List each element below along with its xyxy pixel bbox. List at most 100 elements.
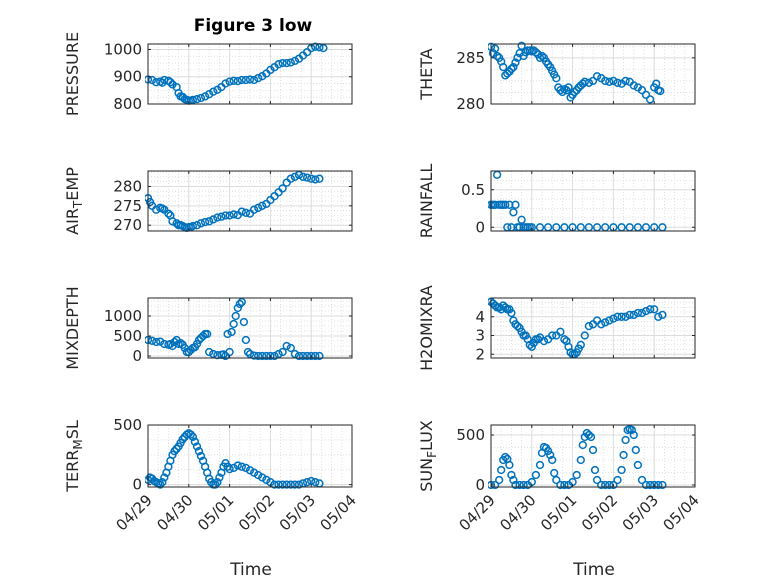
data-point — [196, 93, 206, 103]
data-point — [637, 308, 647, 318]
x-tick-label-05-03: 05/03 — [276, 491, 319, 534]
data-point — [609, 76, 618, 86]
data-point — [605, 480, 614, 490]
data-point — [501, 452, 510, 462]
data-point — [637, 475, 647, 485]
axes-box — [147, 297, 353, 359]
data-point — [223, 329, 232, 339]
data-point — [286, 343, 295, 353]
x-tick-label-05-03: 05/03 — [619, 491, 662, 534]
data-point — [241, 208, 251, 217]
data-point — [245, 466, 255, 475]
data-point — [262, 475, 271, 484]
data-point — [625, 310, 634, 320]
data-point — [546, 450, 555, 460]
axes-box — [490, 43, 696, 105]
data-point — [274, 480, 283, 489]
data-point — [311, 478, 320, 487]
data-point — [205, 90, 214, 99]
data-point — [584, 321, 594, 331]
data-point — [511, 200, 520, 209]
data-point — [249, 75, 259, 85]
data-point — [519, 480, 528, 490]
x-tick-label-05-04: 05/04 — [317, 491, 360, 534]
y-axis-label: AIRTEMP — [63, 167, 85, 235]
y-axis-label: PRESSURE — [63, 32, 82, 116]
data-point — [258, 473, 267, 482]
data-point — [298, 351, 308, 361]
data-point — [621, 312, 630, 321]
data-point — [613, 78, 622, 87]
data-point — [629, 81, 638, 90]
data-point — [656, 86, 665, 96]
data-point — [507, 470, 516, 480]
data-point — [560, 480, 569, 490]
data-point — [237, 75, 246, 85]
data-point — [490, 301, 500, 310]
x-tick-label-05-02: 05/02 — [578, 491, 621, 534]
subplot-theta: 280 285 THETA — [417, 41, 696, 113]
data-point — [609, 314, 618, 323]
data-point — [302, 173, 312, 182]
x-axis-label-right: Time — [572, 560, 615, 580]
data-point — [311, 175, 320, 184]
data-point — [227, 327, 236, 337]
data-point — [170, 447, 179, 456]
y-tick-label-270: 270 — [113, 216, 142, 234]
data-point — [543, 446, 553, 456]
axes-box — [147, 424, 353, 488]
data-point — [237, 297, 246, 307]
data-point — [274, 60, 283, 69]
data-point — [286, 480, 295, 489]
y-tick-label-0: 0 — [132, 476, 142, 494]
data-point — [278, 480, 287, 489]
data-point — [550, 468, 559, 478]
data-point — [290, 480, 300, 489]
data-point — [229, 319, 238, 329]
data-point — [286, 174, 295, 183]
data-point — [258, 201, 267, 210]
x-axis-label-left: Time — [229, 560, 272, 580]
y-tick-label-1000: 1000 — [104, 40, 142, 58]
data-point — [517, 215, 526, 224]
data-point — [213, 478, 222, 487]
data-point — [580, 77, 589, 86]
data-point — [245, 349, 255, 359]
data-point — [298, 172, 308, 181]
data-point — [229, 463, 238, 473]
data-point — [156, 337, 165, 346]
data-point — [262, 351, 271, 361]
data-point — [294, 480, 304, 489]
data-point — [552, 475, 561, 485]
data-point — [507, 308, 516, 318]
data-point — [586, 432, 596, 442]
data-point — [490, 44, 500, 53]
y-axis-label: SUNFLUX — [417, 420, 439, 492]
data-point — [537, 51, 547, 61]
data-point — [605, 77, 614, 86]
data-point — [580, 331, 589, 340]
axes-box — [490, 297, 696, 359]
y-axis-label: H2OMIXRA — [417, 285, 436, 371]
data-point — [200, 217, 210, 227]
data-point — [278, 184, 287, 193]
data-point — [576, 455, 585, 465]
data-point — [237, 462, 246, 471]
y-tick-label-500: 500 — [113, 327, 142, 345]
data-point — [158, 478, 167, 487]
data-point — [241, 75, 251, 85]
data-point — [168, 217, 177, 226]
y-tick-label-280: 280 — [113, 177, 142, 195]
y-axis-label: RAINFALL — [417, 164, 436, 239]
y-tick-label-500: 500 — [456, 426, 485, 444]
data-point — [205, 347, 214, 357]
data-point — [221, 79, 230, 88]
data-point — [645, 480, 655, 490]
x-tick-label-05-01: 05/01 — [537, 491, 580, 534]
data-point — [290, 172, 300, 181]
data-point — [152, 337, 161, 347]
data-point — [233, 76, 242, 86]
y-tick-label-0: 0 — [132, 347, 142, 365]
